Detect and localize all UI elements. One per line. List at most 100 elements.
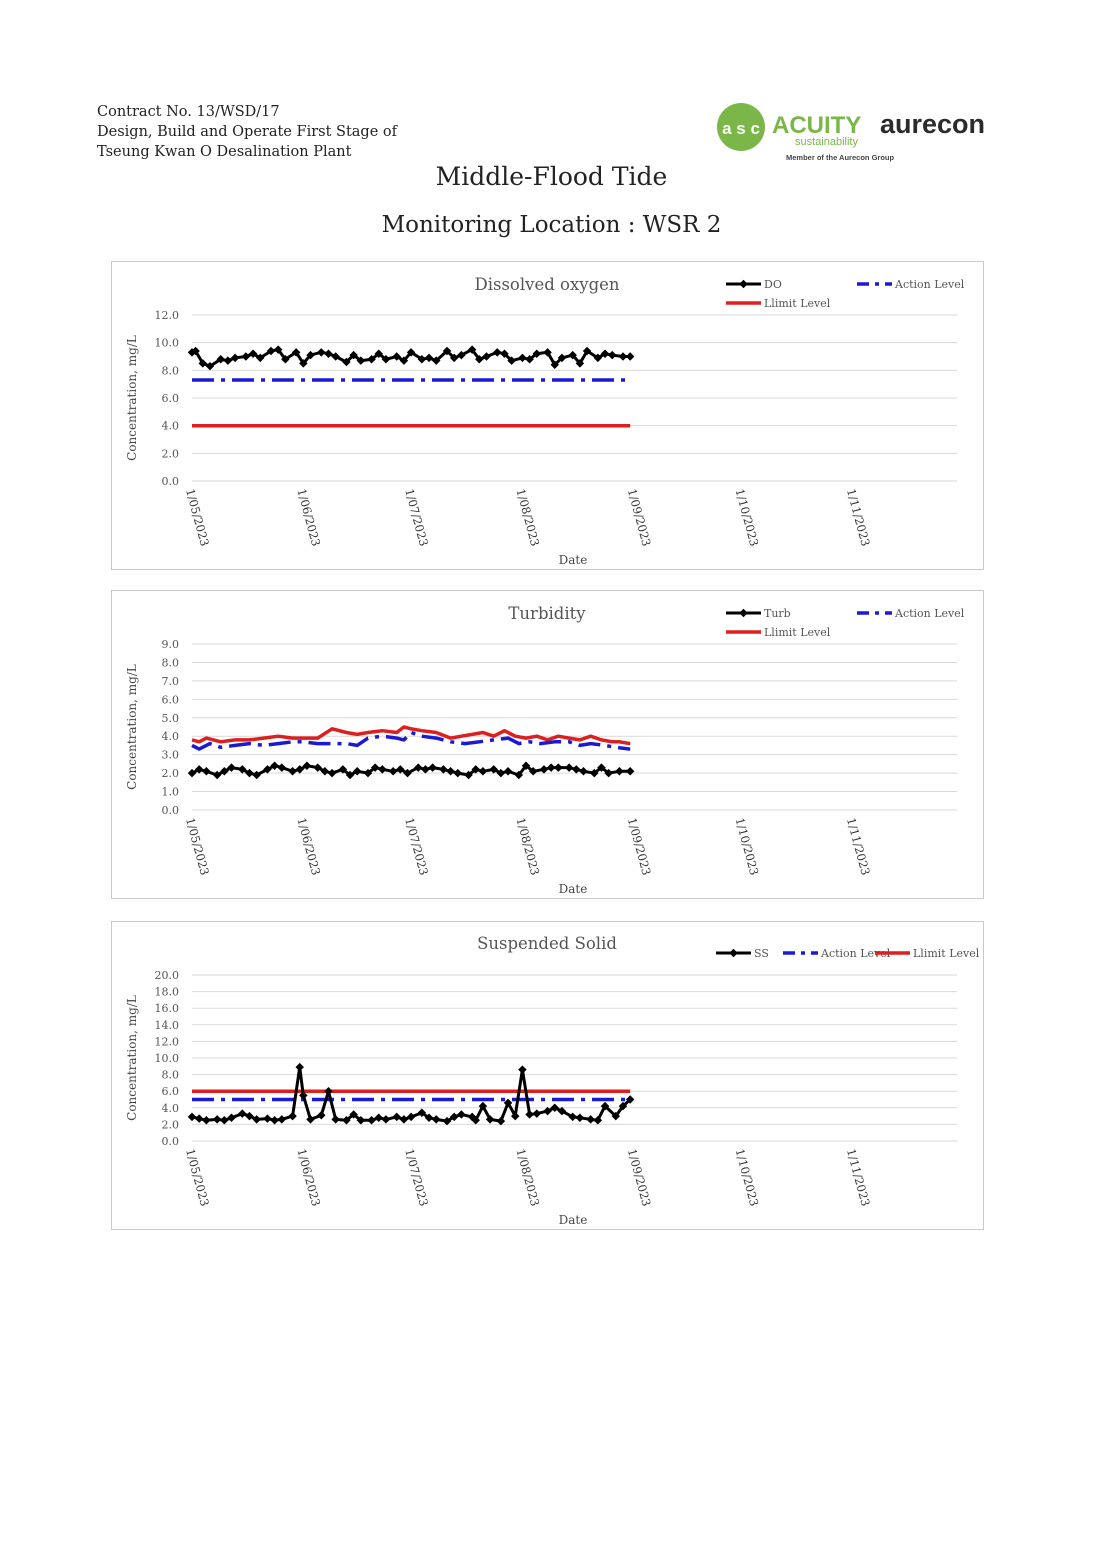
data-point [367, 1116, 376, 1125]
data-point [421, 765, 430, 774]
data-point [238, 765, 247, 774]
acuity-sub: sustainability [795, 136, 858, 148]
data-point [324, 349, 333, 358]
data-point [564, 763, 574, 772]
data-point [593, 1116, 603, 1125]
data-point [525, 355, 534, 364]
data-point [205, 361, 215, 371]
data-point [539, 765, 549, 774]
data-point [449, 353, 459, 363]
y-tick-label: 16.0 [155, 1002, 180, 1015]
y-tick-label: 4.0 [162, 730, 180, 743]
y-tick-label: 3.0 [162, 749, 180, 762]
x-tick-label: 1/10/2023 [733, 816, 762, 877]
x-tick-label: 1/06/2023 [294, 1147, 323, 1208]
data-point [288, 1111, 297, 1121]
data-point [281, 355, 290, 364]
data-point [245, 768, 254, 778]
data-point [471, 765, 480, 774]
data-point [593, 353, 603, 363]
data-point [518, 1065, 527, 1074]
data-point [575, 1113, 585, 1123]
data-point [263, 765, 272, 774]
x-tick-label: 1/10/2023 [733, 487, 762, 548]
data-point [399, 356, 409, 365]
data-point [317, 1111, 326, 1120]
x-tick-label: 1/11/2023 [844, 1147, 873, 1208]
data-point [374, 1113, 384, 1123]
data-point [600, 349, 610, 358]
data-point [381, 355, 391, 364]
x-tick-label: 1/11/2023 [844, 816, 873, 877]
data-point [414, 763, 423, 772]
data-point [554, 763, 563, 772]
data-point [464, 770, 473, 780]
data-point [392, 352, 401, 361]
y-tick-label: 4.0 [162, 1102, 180, 1115]
data-point [378, 765, 387, 774]
data-point [475, 355, 484, 364]
data-point [442, 1116, 452, 1126]
data-point [428, 763, 437, 772]
data-point [457, 350, 466, 360]
chart-title: Suspended Solid [477, 934, 617, 953]
data-point [579, 767, 588, 776]
x-tick-label: 1/09/2023 [625, 487, 654, 548]
y-tick-label: 6.0 [162, 693, 180, 706]
y-tick-label: 2.0 [162, 767, 180, 780]
data-point [406, 348, 416, 357]
chart-svg: 0.0 2.0 4.0 6.0 8.0 10.0 12.0 14.0 16.0 18.0 20.0 1… [125, 934, 980, 1227]
x-tick-label: 1/07/2023 [402, 816, 431, 877]
legend-marker [739, 608, 748, 618]
y-tick-label: 4.0 [162, 420, 180, 433]
x-axis-label: Date [559, 1213, 588, 1227]
x-tick-label: 1/10/2023 [733, 1147, 762, 1208]
data-point [431, 356, 441, 365]
contract-description: Design, Build and Operate First Stage of [97, 124, 397, 140]
data-point [374, 349, 384, 358]
series-line-limit [191, 725, 631, 746]
data-point [439, 765, 448, 774]
legend-label: Llimit Level [913, 947, 980, 960]
chart-suspended-solid: 0.0 2.0 4.0 6.0 8.0 10.0 12.0 14.0 16.0 18.0 20.0 1… [111, 921, 984, 1230]
y-tick-label: 1.0 [162, 786, 180, 799]
data-point [241, 352, 251, 361]
monitoring-location: Monitoring Location : WSR 2 [381, 212, 722, 238]
legend-label: Llimit Level [764, 297, 831, 310]
y-tick-label: 18.0 [155, 986, 180, 999]
x-tick-label: 1/07/2023 [402, 1147, 431, 1208]
y-tick-label: 12.0 [155, 309, 180, 322]
logo-group: a s c ACUITY sustainability Member of th… [717, 103, 985, 162]
x-axis-label: Date [559, 553, 588, 567]
legend-label: Action Level [820, 947, 891, 960]
data-point [417, 355, 427, 364]
data-point [442, 346, 452, 356]
data-point [255, 353, 265, 363]
data-point [338, 765, 348, 774]
data-point [212, 1115, 222, 1124]
data-point [363, 768, 373, 778]
data-point [220, 1116, 229, 1125]
data-point [457, 1110, 466, 1119]
x-tick-label: 1/08/2023 [514, 1147, 543, 1208]
contract-header: Contract No. 13/WSD/17 Design, Build and… [97, 102, 397, 162]
data-point [270, 1116, 279, 1125]
y-tick-label: 0.0 [162, 1135, 180, 1148]
data-point [342, 357, 351, 367]
y-tick-label: 8.0 [162, 364, 180, 377]
document-title: Middle-Flood Tide [435, 162, 668, 191]
data-point [496, 1116, 506, 1126]
legend-label: DO [764, 278, 782, 291]
data-point [449, 1112, 459, 1122]
legend-label: Action Level [894, 607, 965, 620]
y-tick-label: 2.0 [162, 447, 180, 460]
data-point [406, 1112, 416, 1122]
data-point [320, 767, 330, 776]
y-tick-label: 10.0 [155, 1052, 180, 1065]
data-point [618, 352, 628, 361]
data-point [604, 768, 613, 778]
data-point [625, 352, 635, 361]
y-tick-label: 0.0 [162, 475, 180, 488]
data-point [349, 350, 358, 360]
series-line-action [191, 730, 631, 751]
